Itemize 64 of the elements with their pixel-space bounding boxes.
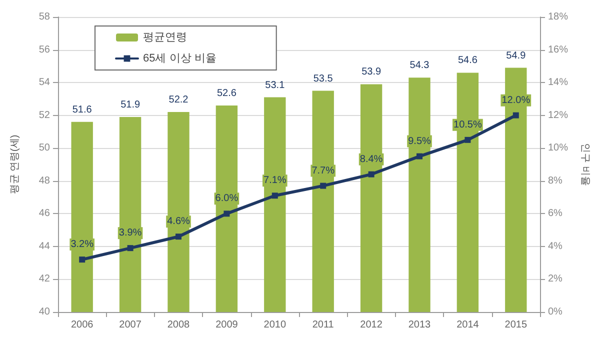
y2-tick-label: 2% xyxy=(548,274,563,285)
y-tick-label: 42 xyxy=(38,274,50,285)
y-axis-title: 평균 연령(세) xyxy=(10,134,20,194)
data-label: 51.6 xyxy=(72,104,92,116)
y-tick-label: 58 xyxy=(38,12,50,22)
point xyxy=(79,256,86,263)
point xyxy=(368,171,374,178)
point xyxy=(320,182,326,189)
y2-axis-title: 인구 비율 xyxy=(580,143,590,186)
y2-tick-label: 8% xyxy=(548,175,563,186)
data-label: 12.0% xyxy=(502,94,530,106)
y-tick-label: 50 xyxy=(38,142,50,154)
x-tick-label: 2010 xyxy=(264,320,286,330)
legend-label: 65세 이상 비율 xyxy=(143,52,216,64)
y-tick-label: 40 xyxy=(38,306,50,318)
y-tick-label: 44 xyxy=(38,240,50,252)
y-tick-label: 54 xyxy=(38,77,50,88)
x-tick-label: 2013 xyxy=(408,320,432,330)
x-tick-label: 2008 xyxy=(167,320,190,330)
y2-tick-label: 18% xyxy=(548,12,568,22)
y-tick-label: 48 xyxy=(38,175,50,186)
data-label: 51.9 xyxy=(120,99,140,110)
data-label: 54.3 xyxy=(410,60,430,72)
x-tick-label: 2015 xyxy=(504,320,528,330)
y-tick-label: 46 xyxy=(38,208,50,220)
data-label: 52.6 xyxy=(216,88,237,99)
point xyxy=(224,210,230,217)
data-label: 53.9 xyxy=(362,66,382,78)
data-label: 6.0% xyxy=(215,193,238,204)
x-tick-label: 2006 xyxy=(70,320,94,330)
x-tick-label: 2009 xyxy=(216,320,238,330)
x-tick-label: 2014 xyxy=(456,320,480,330)
point xyxy=(272,192,278,199)
y2-tick-label: 12% xyxy=(548,110,568,121)
data-label: 3.9% xyxy=(118,228,142,239)
data-label: 54.6 xyxy=(458,55,478,66)
point xyxy=(464,136,471,143)
y2-tick-label: 4% xyxy=(548,240,563,252)
point xyxy=(176,234,182,240)
data-label: 9.5% xyxy=(408,136,432,147)
x-tick-label: 2011 xyxy=(312,320,334,330)
y2-tick-label: 16% xyxy=(548,44,568,56)
legend-label: 평균연령 xyxy=(143,32,187,44)
data-label: 7.1% xyxy=(264,175,286,186)
point xyxy=(512,112,519,118)
y2-tick-label: 10% xyxy=(548,142,568,154)
data-label: 3.2% xyxy=(70,239,94,250)
data-label: 4.6% xyxy=(167,216,190,228)
y-tick-label: 52 xyxy=(38,110,50,121)
y2-tick-label: 14% xyxy=(548,77,568,88)
data-label: 10.5% xyxy=(454,119,482,130)
x-tick-label: 2007 xyxy=(119,320,142,330)
x-tick-label: 2012 xyxy=(360,320,383,330)
point xyxy=(127,245,134,252)
y2-tick-label: 0% xyxy=(548,306,563,318)
data-label: 53.1 xyxy=(265,80,286,91)
data-label: 7.7% xyxy=(312,165,335,176)
data-label: 53.5 xyxy=(313,73,334,84)
data-label: 52.2 xyxy=(168,94,189,106)
y2-tick-label: 6% xyxy=(548,208,563,220)
point xyxy=(416,153,422,160)
data-label: 8.4% xyxy=(360,154,383,165)
y-tick-label: 56 xyxy=(38,44,50,56)
data-label: 54.9 xyxy=(506,50,526,62)
